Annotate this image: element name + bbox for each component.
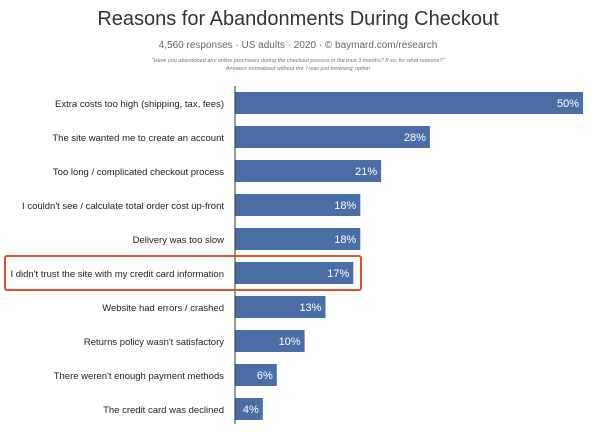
bar-3 — [235, 160, 382, 182]
bar-value-label-1: 50% — [557, 98, 579, 110]
bar-4 — [235, 194, 361, 216]
bar-value-label-8: 10% — [279, 336, 301, 348]
bar-value-label-5: 18% — [334, 234, 356, 246]
category-label-5: Delivery was too slow — [133, 235, 224, 246]
bar-value-label-9: 6% — [257, 370, 273, 382]
category-label-6: I didn't trust the site with my credit c… — [10, 269, 224, 280]
chart-note-question: "Have you abandoned any online purchases… — [151, 58, 445, 64]
bar-value-label-10: 4% — [243, 404, 259, 416]
bar-value-label-4: 18% — [334, 200, 356, 212]
bar-value-label-7: 13% — [299, 302, 321, 314]
bar-value-label-6: 17% — [327, 268, 349, 280]
category-label-3: Too long / complicated checkout process — [53, 167, 224, 178]
bar-value-label-2: 28% — [404, 132, 426, 144]
bar-10 — [235, 398, 263, 420]
bar-5 — [235, 228, 361, 250]
category-label-1: Extra costs too high (shipping, tax, fee… — [55, 99, 224, 110]
category-label-7: Website had errors / crashed — [102, 303, 224, 314]
chart-subtitle: 4,560 responses · US adults · 2020 · © b… — [158, 40, 438, 51]
category-label-4: I couldn't see / calculate total order c… — [22, 201, 224, 212]
chart-note: "Have you abandoned any online purchases… — [0, 57, 596, 73]
highlight-box — [4, 255, 362, 291]
chart-note-normalization: Answers normalized without the 'I was ju… — [225, 66, 371, 72]
bar-2 — [235, 126, 430, 148]
bar-8 — [235, 330, 305, 352]
bar-1 — [235, 92, 583, 114]
category-label-9: There weren't enough payment methods — [54, 371, 225, 382]
category-label-8: Returns policy wasn't satisfactory — [84, 337, 224, 348]
category-label-2: The site wanted me to create an account — [52, 133, 224, 144]
bar-9 — [235, 364, 277, 386]
bar-7 — [235, 296, 326, 318]
category-label-10: The credit card was declined — [103, 405, 224, 416]
bar-6 — [235, 262, 354, 284]
chart-title: Reasons for Abandonments During Checkout — [97, 8, 499, 30]
bar-value-label-3: 21% — [355, 166, 377, 178]
